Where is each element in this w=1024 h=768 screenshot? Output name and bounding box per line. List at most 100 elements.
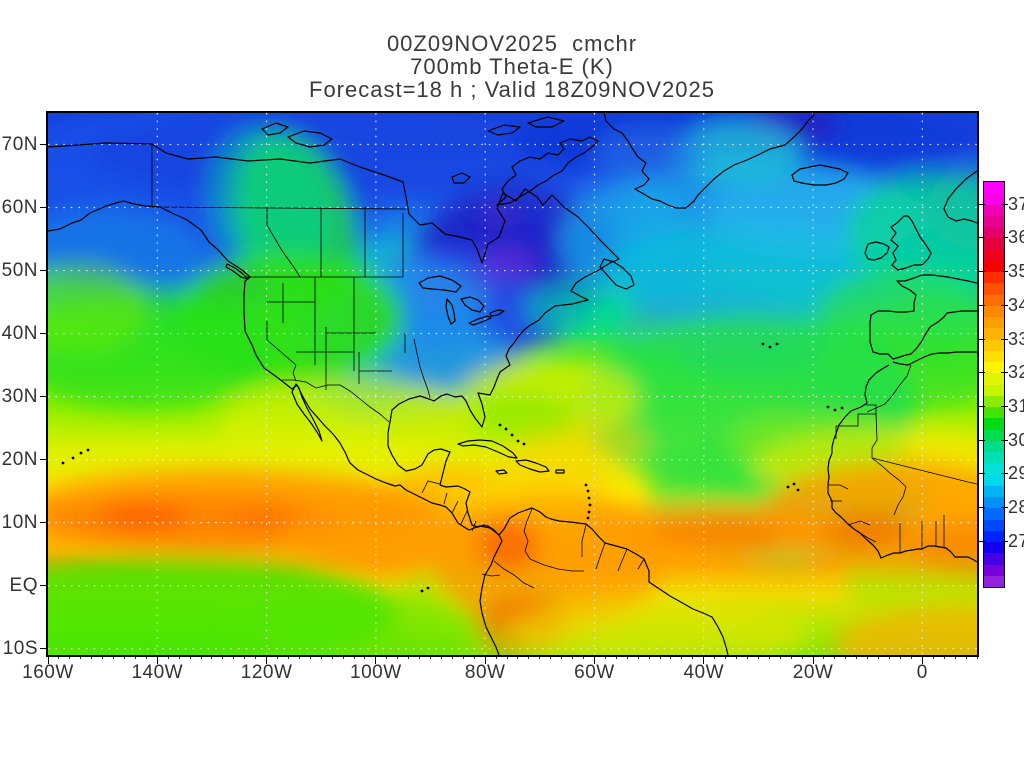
lon-minor-tick [757, 655, 759, 659]
lat-tick-label: 20N [1, 448, 38, 470]
lon-minor-tick [561, 655, 563, 659]
colorbar-segment [984, 407, 1004, 419]
lon-tick-mark [156, 655, 158, 664]
colorbar-tick-left [978, 338, 985, 340]
lon-minor-tick [550, 655, 552, 659]
lon-minor-tick [506, 655, 508, 659]
chart-title-run: 00Z09NOV2025 cmchr [386, 31, 638, 56]
lon-minor-tick [965, 655, 967, 659]
colorbar-segment [984, 429, 1004, 441]
colorbar-tick-right [1001, 338, 1008, 340]
colorbar-tick-left [978, 406, 985, 408]
lon-minor-tick [473, 655, 475, 659]
colorbar-segment [984, 463, 1004, 475]
colorbar-tick-right [1001, 406, 1008, 408]
lon-minor-tick [342, 655, 344, 659]
lon-tick-label: 100W [350, 662, 402, 683]
lon-minor-tick [790, 655, 792, 659]
colorbar-segment [984, 238, 1004, 250]
colorbar-tick-left [978, 507, 985, 509]
colorbar [983, 181, 1005, 588]
lon-minor-tick [626, 655, 628, 659]
lon-minor-tick [58, 655, 60, 659]
lat-tick-label: EQ [9, 574, 38, 596]
lon-minor-tick [867, 655, 869, 659]
lon-minor-tick [889, 655, 891, 659]
lon-minor-tick [976, 655, 978, 659]
lon-tick-mark [266, 655, 268, 664]
colorbar-segment [984, 373, 1004, 385]
lat-tick-label: 50N [1, 259, 38, 281]
colorbar-segment [984, 182, 1004, 194]
lon-minor-tick [801, 655, 803, 659]
lat-tick-mark [40, 270, 48, 272]
colorbar-segment [984, 249, 1004, 261]
lon-tick-label: 80W [464, 662, 506, 683]
lon-tick-mark [703, 655, 705, 664]
lon-minor-tick [615, 655, 617, 659]
colorbar-tick-label: 288 [1008, 497, 1024, 518]
map-plot-area [46, 111, 979, 657]
lon-minor-tick [145, 655, 147, 659]
lon-minor-tick [440, 655, 442, 659]
lon-minor-tick [528, 655, 530, 659]
lat-tick-label: 10S [2, 637, 38, 659]
lon-minor-tick [178, 655, 180, 659]
colorbar-tick-label: 276 [1008, 531, 1024, 551]
lon-minor-tick [134, 655, 136, 659]
lon-minor-tick [834, 655, 836, 659]
theta-e-filled-contour-map [48, 113, 977, 655]
lon-tick-mark [593, 655, 595, 664]
lat-tick-mark [40, 144, 48, 145]
lat-tick-label: 30N [1, 385, 38, 407]
lon-minor-tick [255, 655, 257, 659]
lat-tick-mark [40, 207, 48, 209]
lon-minor-tick [572, 655, 574, 659]
lon-minor-tick [943, 655, 945, 659]
lon-minor-tick [484, 655, 486, 659]
colorbar-segment [984, 317, 1004, 329]
lon-tick-mark [47, 655, 49, 664]
lon-minor-tick [539, 655, 541, 659]
lat-tick-mark [40, 459, 48, 461]
lon-minor-tick [277, 655, 279, 659]
colorbar-segment [984, 227, 1004, 239]
lon-minor-tick [287, 655, 289, 659]
lat-tick-mark [40, 585, 48, 587]
colorbar-tick-label: 306 [1008, 429, 1024, 450]
colorbar-segment [984, 272, 1004, 284]
colorbar-segment [984, 452, 1004, 464]
lon-minor-tick [768, 655, 770, 659]
lon-minor-tick [124, 655, 125, 659]
lon-minor-tick [845, 655, 847, 659]
lon-minor-tick [637, 655, 639, 659]
colorbar-tick-right [1001, 541, 1008, 542]
lon-minor-tick [408, 655, 410, 659]
lon-minor-tick [320, 655, 322, 659]
lon-minor-tick [266, 655, 268, 659]
lon-minor-tick [495, 655, 497, 659]
colorbar-tick-label: 315 [1008, 396, 1024, 417]
lon-minor-tick [823, 655, 825, 659]
colorbar-tick-left [978, 541, 985, 542]
lon-minor-tick [812, 655, 814, 659]
colorbar-tick-label: 345 [1008, 294, 1024, 315]
colorbar-segment [984, 553, 1004, 565]
lon-minor-tick [954, 655, 956, 659]
lon-minor-tick [211, 655, 213, 659]
lon-minor-tick [725, 655, 727, 659]
colorbar-tick-right [1001, 237, 1008, 239]
colorbar-segment [984, 440, 1004, 452]
lat-tick-label: 10N [1, 511, 38, 533]
lon-minor-tick [878, 655, 880, 659]
lon-minor-tick [353, 655, 355, 659]
lon-minor-tick [331, 655, 333, 659]
lon-tick-mark [484, 655, 486, 664]
lon-minor-tick [932, 655, 934, 659]
colorbar-segment [984, 575, 1004, 587]
lon-minor-tick [69, 655, 71, 659]
lon-tick-label: 0 [916, 662, 928, 683]
lon-minor-tick [583, 655, 585, 659]
lon-minor-tick [91, 655, 93, 659]
lon-minor-tick [167, 655, 169, 659]
